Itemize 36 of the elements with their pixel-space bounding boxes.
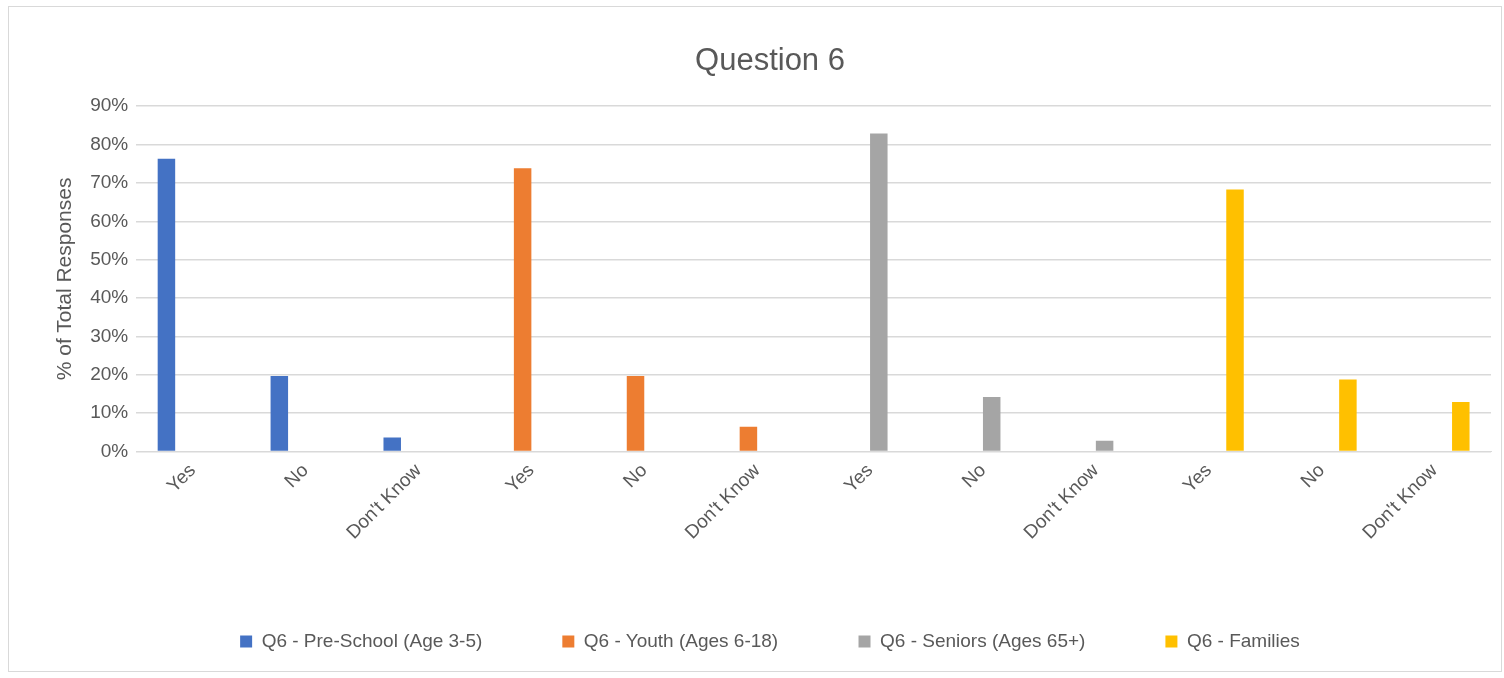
x-tick-label: No [618, 459, 651, 492]
bar [270, 375, 289, 451]
bar [383, 437, 401, 451]
bar [1226, 189, 1244, 451]
bar [1452, 402, 1470, 451]
y-tick-label: 90% [90, 94, 129, 116]
y-tick-label: 50% [90, 247, 129, 269]
bar [982, 397, 1001, 451]
chart-title: Question 6 [695, 42, 845, 78]
y-tick-label: 20% [90, 363, 129, 385]
bar [739, 426, 758, 451]
y-tick-label: 10% [90, 401, 129, 423]
y-tick-label: 40% [90, 286, 129, 308]
legend-label: Q6 - Youth (Ages 6-18) [583, 629, 779, 651]
x-tick-label: No [280, 459, 313, 492]
y-tick-label: 0% [100, 439, 129, 461]
legend-label: Q6 - Families [1186, 629, 1300, 651]
bar [870, 133, 888, 451]
bar [157, 158, 176, 451]
bar [1339, 379, 1357, 451]
legend-label: Q6 - Seniors (Ages 65+) [880, 629, 1086, 651]
bar [1095, 440, 1114, 451]
x-tick-label: No [1296, 459, 1329, 492]
y-tick-label: 30% [90, 324, 129, 346]
x-tick-label: Yes [839, 459, 877, 497]
y-axis-title: % of Total Responses [52, 177, 76, 381]
legend-label: Q6 - Pre-School (Age 3-5) [261, 629, 483, 651]
x-tick-label: Yes [162, 459, 200, 497]
x-tick-label: Yes [501, 459, 538, 497]
y-tick-label: 70% [90, 171, 129, 193]
x-tick-label: No [957, 459, 990, 492]
bar [626, 375, 645, 451]
y-tick-label: 80% [90, 132, 129, 154]
y-tick-label: 60% [90, 209, 129, 231]
bar [513, 168, 532, 451]
x-tick-label: Yes [1178, 459, 1216, 497]
